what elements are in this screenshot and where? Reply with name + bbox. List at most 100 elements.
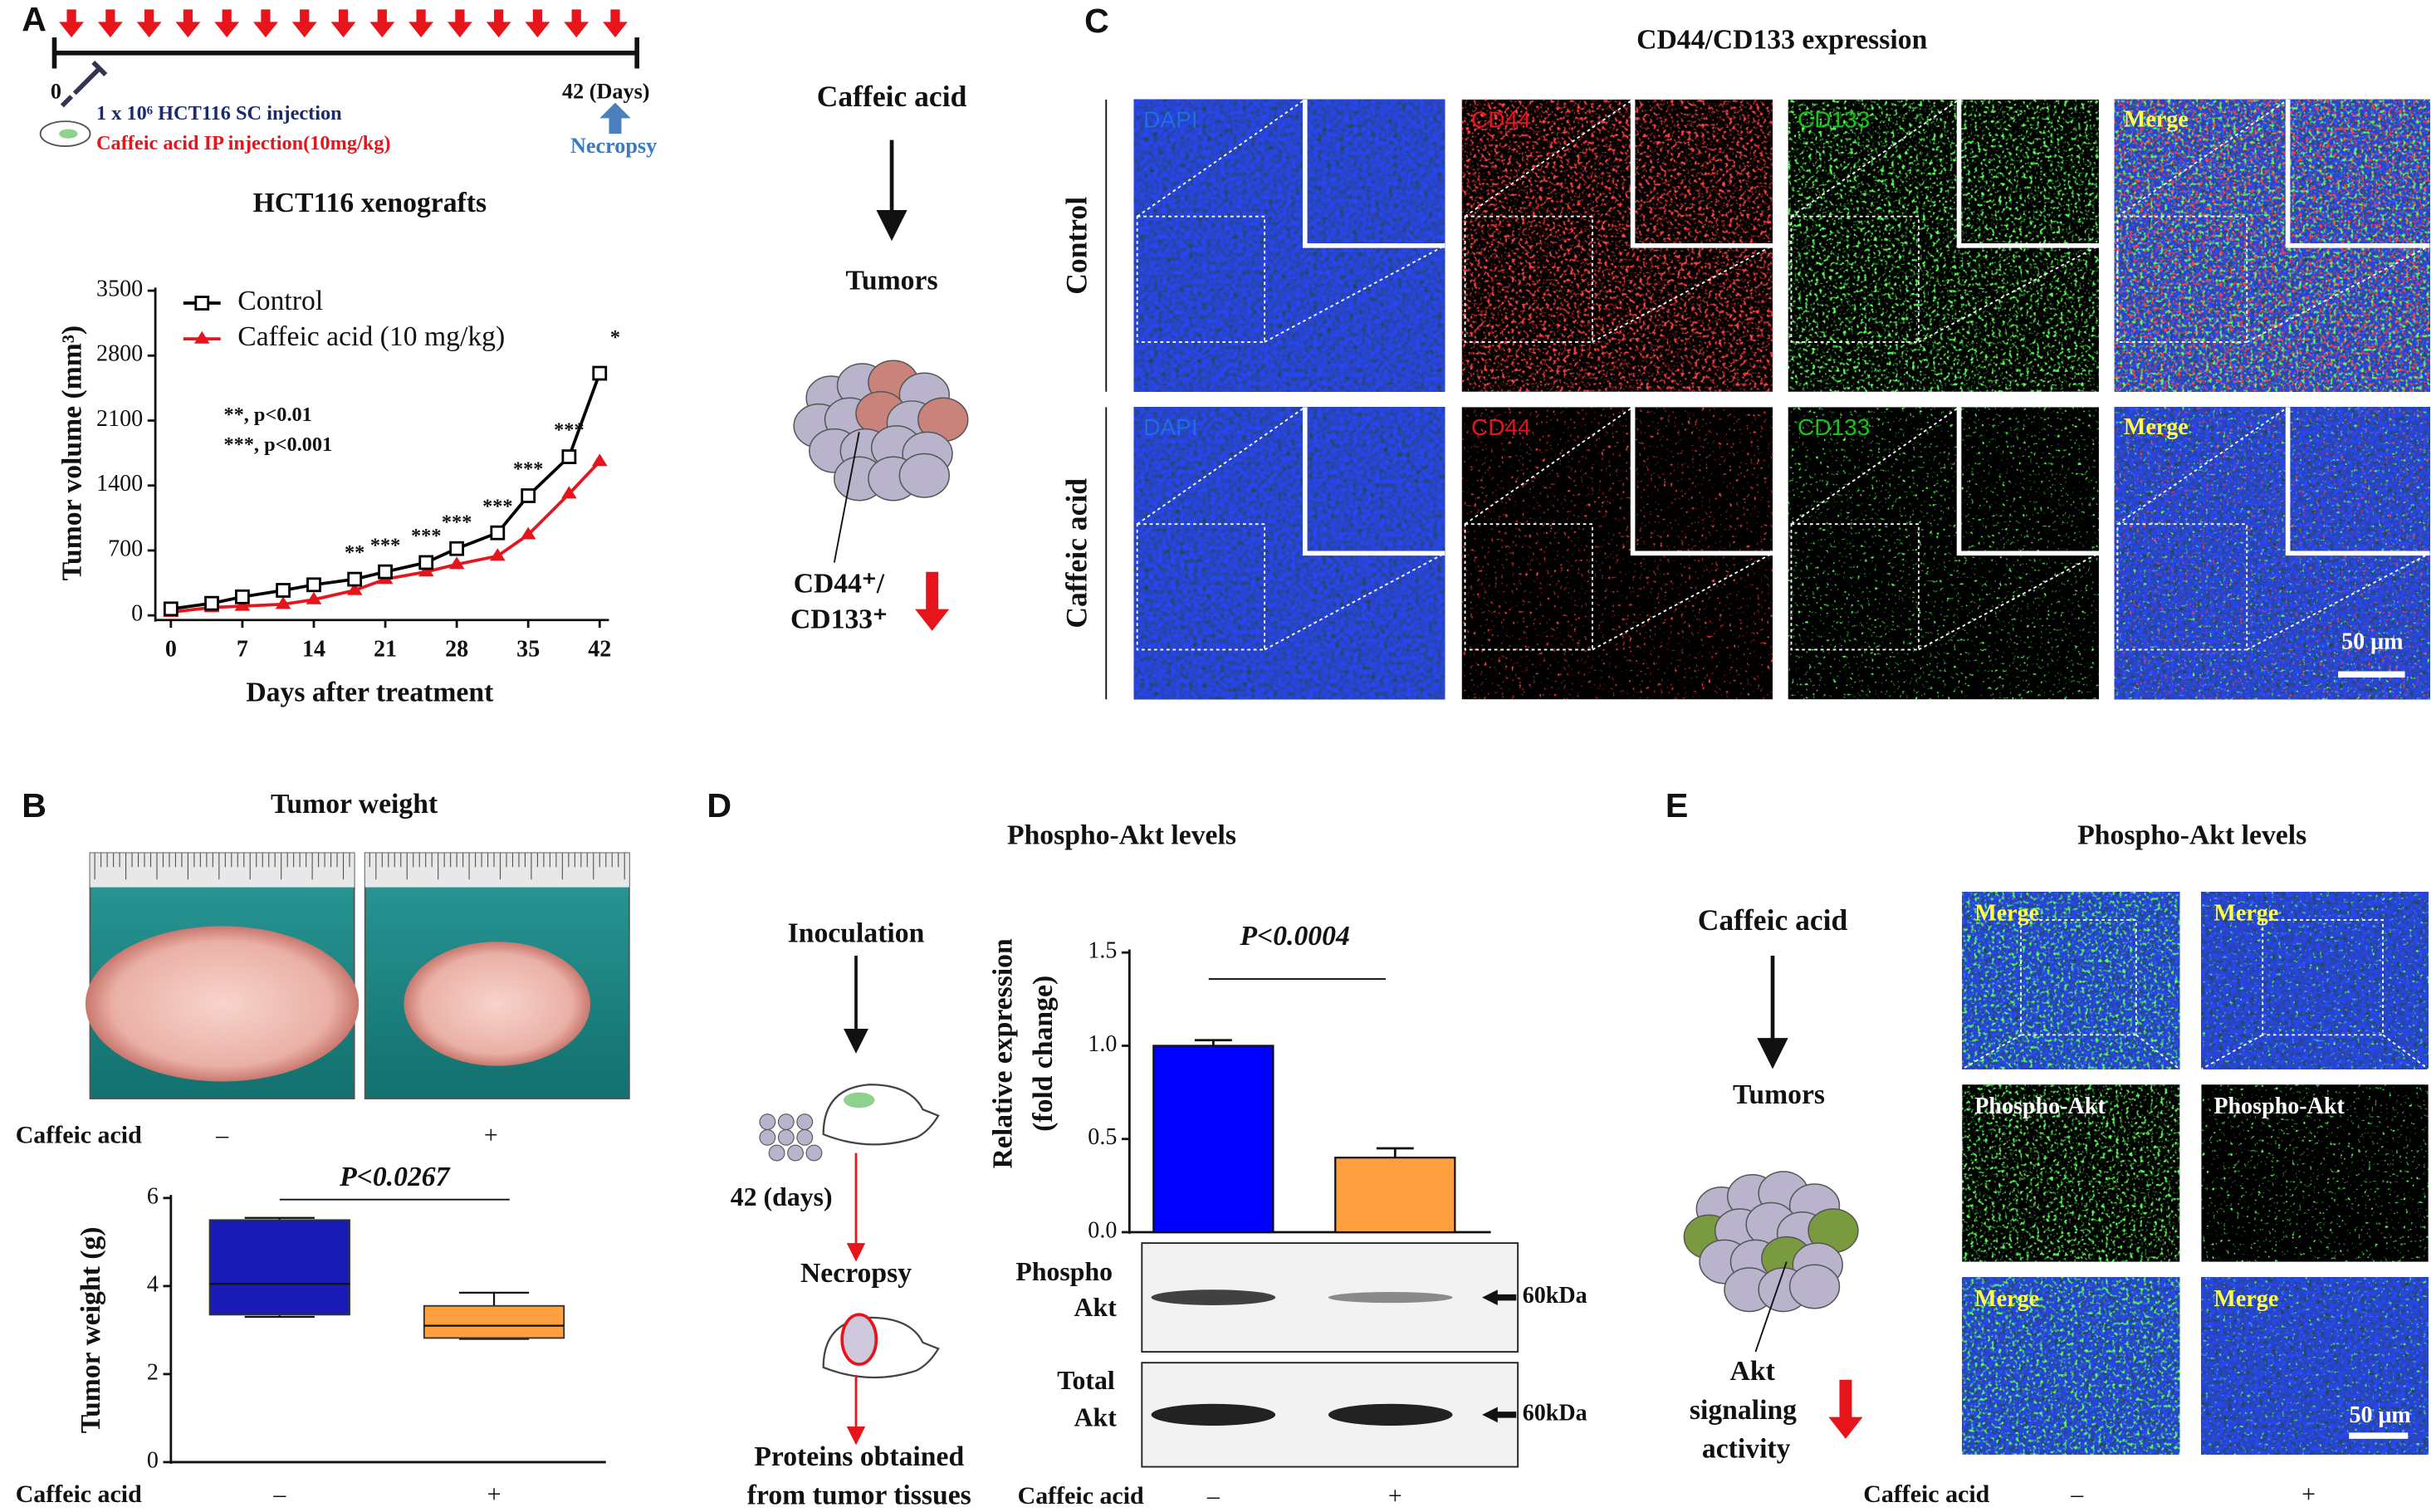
tumor-photo: [85, 926, 360, 1082]
marker: [490, 525, 506, 541]
zoom-line: [2135, 1034, 2180, 1070]
marker: [306, 577, 321, 593]
y-tick-label: 2100: [96, 406, 143, 432]
label: Caffeic acid: [817, 80, 967, 113]
blot-band: [1328, 1292, 1453, 1304]
inset-frame: [2285, 99, 2430, 248]
significance: ***: [411, 525, 441, 547]
label: from tumor tissues: [747, 1480, 971, 1511]
dose-arrow: [175, 9, 201, 38]
dose-arrow: [59, 9, 85, 38]
label: CD133: [1798, 414, 1870, 440]
size-arrow: [1482, 1407, 1517, 1423]
dose-arrow: [525, 9, 550, 38]
label: 42 (days): [731, 1182, 833, 1211]
marker: [591, 453, 608, 467]
micrograph-signal: [2201, 1277, 2429, 1455]
y-tick-label: 2: [147, 1359, 159, 1385]
cell-dot: [796, 1128, 814, 1146]
zoom-region: [2116, 215, 2248, 343]
zoom-line: [1790, 406, 1960, 525]
y-axis-title: Tumor weight (g): [76, 1226, 106, 1433]
label: Necropsy: [570, 134, 657, 158]
y-tick-label: 1.0: [1088, 1031, 1117, 1057]
y-axis-title: Tumor volume (mm³): [57, 325, 88, 581]
dose-arrow: [253, 9, 278, 38]
zoom-line: [1918, 552, 2100, 651]
label: Proteins obtained: [754, 1441, 964, 1472]
x-tick-label: 42: [588, 637, 611, 663]
micrograph-signal: [2201, 1084, 2429, 1262]
zoom-region: [1790, 215, 1920, 343]
zoom-line: [1264, 552, 1445, 651]
marker: [448, 556, 465, 570]
dose-arrow: [330, 9, 356, 38]
p-value: P<0.0267: [339, 1162, 451, 1192]
panel-letter: E: [1666, 786, 1688, 825]
y-tick-label: 0.0: [1088, 1217, 1117, 1243]
inset-frame: [1956, 99, 2099, 248]
label: Caffeic acid: [1060, 478, 1093, 629]
label: Phospho-Akt levels: [2077, 820, 2306, 850]
ruler: [364, 853, 629, 888]
marker: [418, 564, 434, 577]
inset-frame: [2285, 407, 2430, 556]
significance: ***: [513, 458, 543, 481]
zoom-line: [1790, 99, 1960, 218]
x-tick-label: –: [272, 1480, 286, 1508]
zoom-region: [1136, 523, 1266, 651]
x-tick-label: +: [1388, 1482, 1402, 1510]
legend-label: Control: [237, 286, 323, 316]
marker: [520, 526, 536, 540]
x-tick-label: 21: [374, 637, 397, 663]
label: Akt: [1074, 1293, 1118, 1322]
zoom-line: [1137, 99, 1306, 218]
marker: [489, 548, 506, 561]
micrograph-signal: [1962, 892, 2180, 1069]
x-tick-label: –: [1206, 1482, 1220, 1510]
zoom-region: [1136, 215, 1266, 343]
label: Tumor weight: [271, 789, 438, 820]
marker: [276, 583, 291, 598]
zoom-line: [1961, 1034, 2022, 1070]
label: Caffeic acid: [16, 1122, 142, 1149]
box: [423, 1304, 565, 1339]
label: Merge: [2213, 1286, 2278, 1312]
zoom-region: [1464, 215, 1593, 343]
blot-band: [1151, 1403, 1276, 1426]
label: –: [2070, 1480, 2084, 1508]
marker: [449, 541, 465, 556]
label: Caffeic acid IP injection(10mg/kg): [96, 132, 391, 154]
y-tick-label: 0.5: [1088, 1124, 1117, 1150]
y-tick-label: 1.5: [1088, 938, 1117, 964]
inset-frame: [1302, 407, 1445, 556]
dose-arrow: [97, 9, 123, 38]
label: +: [2301, 1480, 2316, 1508]
label: activity: [1702, 1434, 1791, 1465]
label: Inoculation: [788, 917, 925, 948]
cell-dot: [759, 1128, 776, 1146]
micrograph-signal: [2201, 892, 2429, 1069]
marker: [592, 365, 608, 381]
note: **, p<0.01: [223, 404, 311, 426]
label: Merge: [2124, 107, 2189, 133]
note: ***, p<0.001: [223, 433, 332, 456]
significance: ***: [442, 511, 472, 533]
dose-arrow: [291, 9, 317, 38]
label: Tumors: [1733, 1079, 1825, 1110]
cell-dot: [787, 1144, 804, 1162]
pointer: [1754, 1261, 1788, 1353]
label: DAPI: [1143, 107, 1197, 133]
marker: [235, 589, 250, 604]
y-tick-label: 0: [147, 1447, 159, 1473]
significance: ***: [370, 534, 400, 556]
cell-dot: [768, 1144, 785, 1162]
pointer: [833, 432, 860, 563]
tumor-photo: [404, 942, 591, 1066]
implant: [844, 1092, 875, 1108]
cell-dot: [805, 1144, 823, 1162]
legend-label: Caffeic acid (10 mg/kg): [237, 321, 505, 352]
box: [208, 1219, 350, 1316]
label: Tumors: [846, 265, 938, 296]
